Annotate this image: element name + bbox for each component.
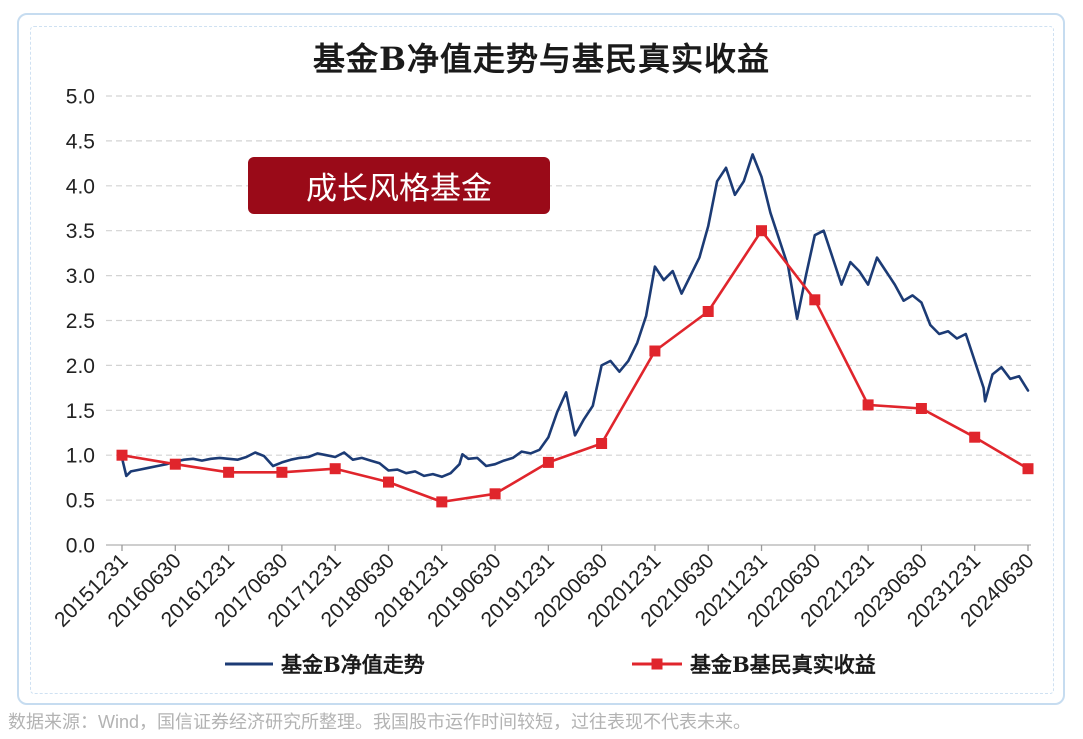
real-return-marker (276, 466, 288, 478)
legend-item-real-return: 基金B基民真实收益 (632, 650, 876, 678)
chart-title: 基金B净值走势与基民真实收益 (312, 40, 771, 78)
y-tick-label: 4.0 (66, 175, 95, 198)
y-tick-label: 1.0 (66, 445, 95, 468)
real-return-marker (862, 399, 874, 411)
real-return-marker (383, 476, 394, 488)
real-return-marker (436, 496, 448, 508)
style-annotation-label: 成长风格基金 (306, 171, 492, 206)
style-annotation-box: 成长风格基金 (248, 157, 550, 214)
x-tick-labels: 2015123120160630201612312017063020171231… (50, 549, 1038, 631)
y-tick-label: 0.5 (66, 490, 95, 513)
y-tick-label: 0.0 (66, 535, 95, 558)
real-return-marker (809, 294, 821, 306)
y-tick-label: 5.0 (66, 86, 95, 109)
x-axis (106, 544, 1031, 551)
legend-item-nav: 基金B净值走势 (225, 650, 425, 678)
real-return-marker (596, 438, 608, 449)
y-gridlines (106, 95, 1031, 501)
real-return-marker (542, 456, 554, 468)
chart-series (116, 153, 1034, 508)
real-return-marker (329, 463, 341, 475)
y-tick-label: 4.5 (66, 130, 95, 153)
legend-line-square-icon (632, 658, 682, 670)
legend-label-real-return: 基金B基民真实收益 (690, 652, 876, 677)
y-tick-label: 3.5 (66, 220, 95, 243)
real-return-marker (169, 458, 181, 470)
real-return-marker (1022, 463, 1034, 475)
y-tick-label: 3.0 (66, 265, 95, 288)
y-tick-label: 1.5 (66, 400, 95, 423)
outer-frame (17, 13, 1065, 705)
series-real-return-line (121, 229, 1029, 504)
inner-dashed-frame (30, 26, 1054, 694)
y-tick-labels: 5.0 4.5 4.0 3.5 3.0 2.5 2.0 1.5 1.0 0.5 0.0 (66, 86, 95, 558)
legend-line-icon (225, 662, 273, 666)
real-return-marker (702, 306, 714, 317)
legend-label-nav: 基金B净值走势 (281, 652, 425, 677)
real-return-marker (489, 488, 501, 500)
real-return-marker (223, 466, 235, 478)
real-return-marker (756, 225, 767, 237)
y-tick-label: 2.5 (66, 310, 95, 333)
source-footnote: 数据来源：Wind，国信证券经济研究所整理。我国股市运作时间较短，过往表现不代表… (8, 712, 752, 732)
legend-square-marker (651, 658, 663, 670)
real-return-marker (915, 403, 927, 414)
y-tick-label: 2.0 (66, 355, 95, 378)
real-return-marker (116, 449, 128, 461)
real-return-marker (649, 345, 661, 357)
real-return-marker (969, 431, 981, 443)
series-nav-line (120, 153, 1030, 479)
